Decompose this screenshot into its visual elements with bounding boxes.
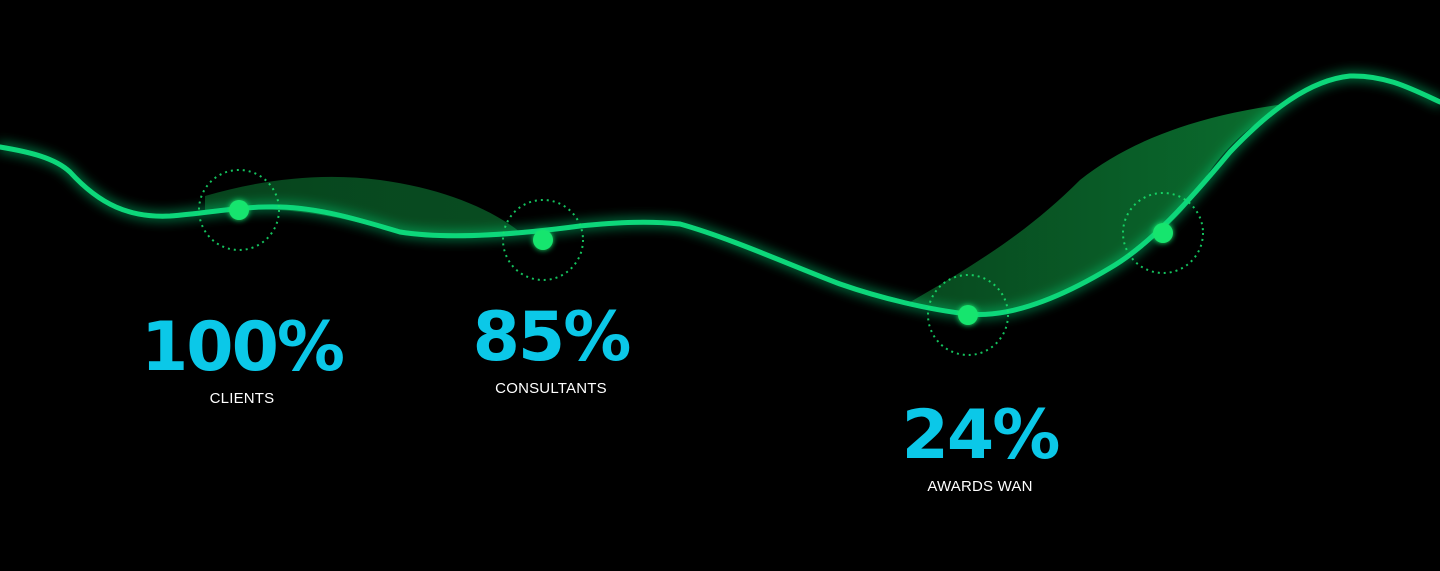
wave-band-right bbox=[905, 104, 1285, 314]
stat-value: 100% bbox=[140, 308, 345, 387]
stat-label: CONSULTANTS bbox=[495, 380, 607, 397]
marker-extra[interactable] bbox=[1122, 192, 1204, 274]
marker-dot bbox=[1153, 223, 1173, 243]
stat-value: 24% bbox=[901, 396, 1061, 475]
marker-dot bbox=[533, 230, 553, 250]
marker-consultants[interactable] bbox=[502, 199, 584, 281]
wave-band-left bbox=[205, 176, 520, 235]
marker-clients[interactable] bbox=[198, 169, 280, 251]
stat-value: 85% bbox=[472, 298, 632, 377]
stat-label: AWARDS WAN bbox=[927, 478, 1033, 495]
marker-dot bbox=[229, 200, 249, 220]
marker-dot bbox=[958, 305, 978, 325]
marker-awards[interactable] bbox=[927, 274, 1009, 356]
trend-line bbox=[0, 73, 1440, 318]
stat-consultants: 85% CONSULTANTS bbox=[455, 298, 647, 398]
stat-clients: 100% CLIENTS bbox=[130, 308, 354, 408]
stat-awards: 24% AWARDS WAN bbox=[890, 396, 1070, 496]
stat-label: CLIENTS bbox=[209, 390, 275, 407]
